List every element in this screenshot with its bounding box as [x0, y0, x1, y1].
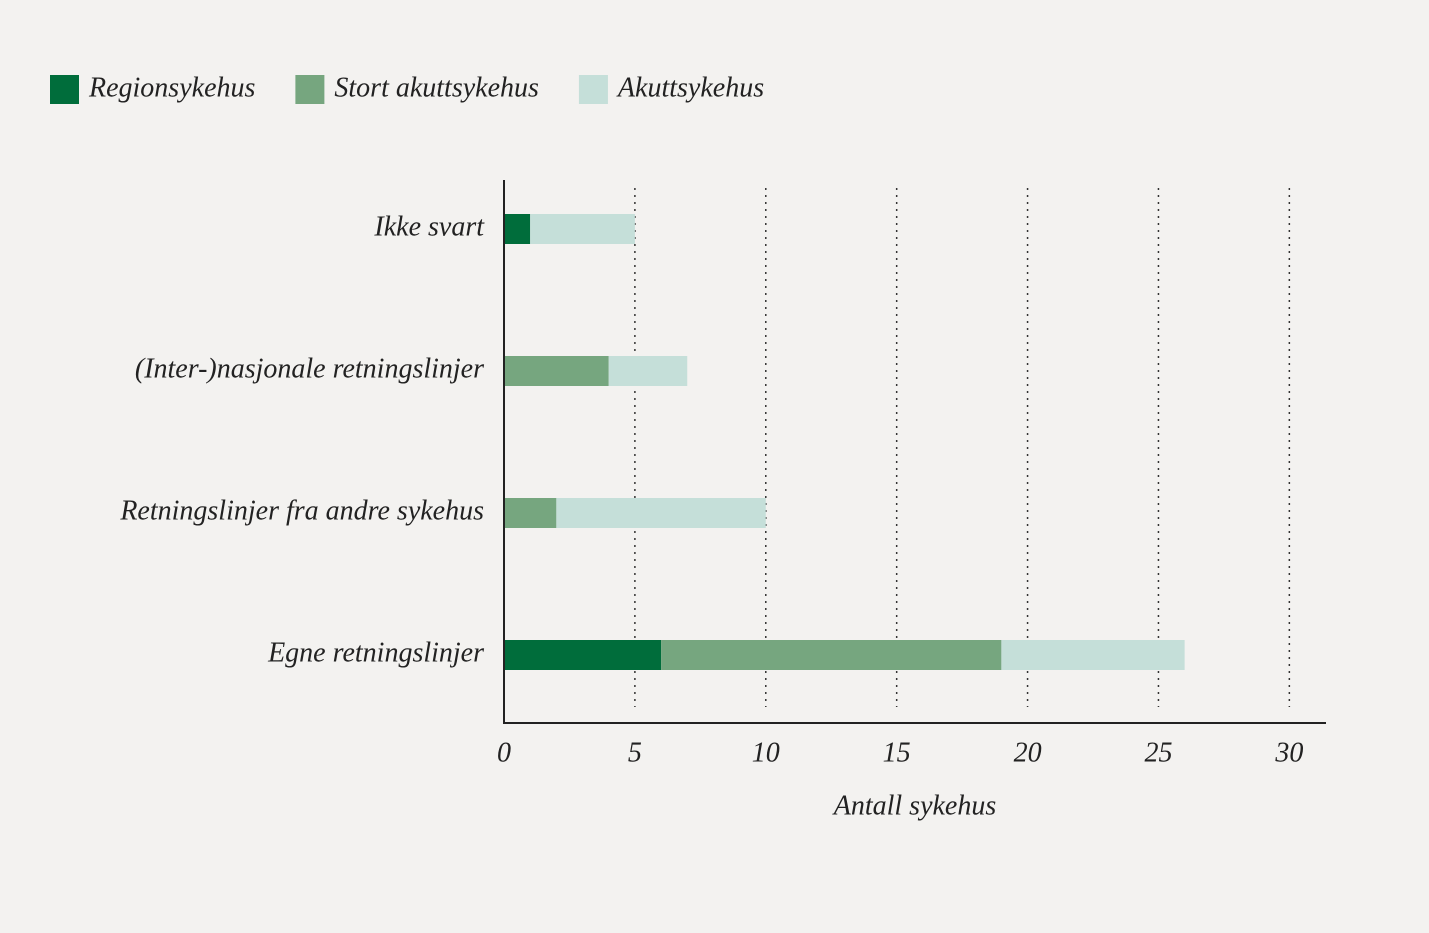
bar-segment — [504, 498, 557, 528]
legend-label: Regionsykehus — [88, 72, 255, 103]
bar-segment — [661, 640, 1002, 670]
y-tick-label: Egne retningslinjer — [267, 637, 484, 668]
y-tick-label: Ikke svart — [373, 211, 485, 242]
bar-segment — [1001, 640, 1185, 670]
legend-swatch — [50, 75, 79, 104]
legend-label: Akuttsykehus — [616, 72, 764, 103]
x-tick-label: 5 — [628, 737, 642, 768]
bar-segment — [530, 214, 635, 244]
legend-swatch — [295, 75, 325, 104]
legend-label: Stort akuttsykehus — [334, 72, 539, 103]
y-tick-label: Retningslinjer fra andre sykehus — [119, 495, 484, 526]
bar-segment — [504, 356, 609, 386]
bar-segment — [556, 498, 766, 528]
x-tick-label: 20 — [1014, 737, 1042, 768]
legend-swatch — [578, 75, 608, 104]
x-tick-label: 15 — [883, 737, 911, 768]
x-tick-label: 10 — [752, 737, 780, 768]
x-axis-title: Antall sykehus — [832, 790, 997, 821]
bar-segment — [608, 356, 688, 386]
x-tick-label: 25 — [1144, 737, 1172, 768]
x-tick-label: 0 — [497, 737, 511, 768]
bar-segment — [504, 214, 531, 244]
bar-segment — [504, 640, 662, 670]
y-tick-label: (Inter-)nasjonale retningslinjer — [135, 353, 484, 384]
x-tick-label: 30 — [1274, 737, 1303, 768]
